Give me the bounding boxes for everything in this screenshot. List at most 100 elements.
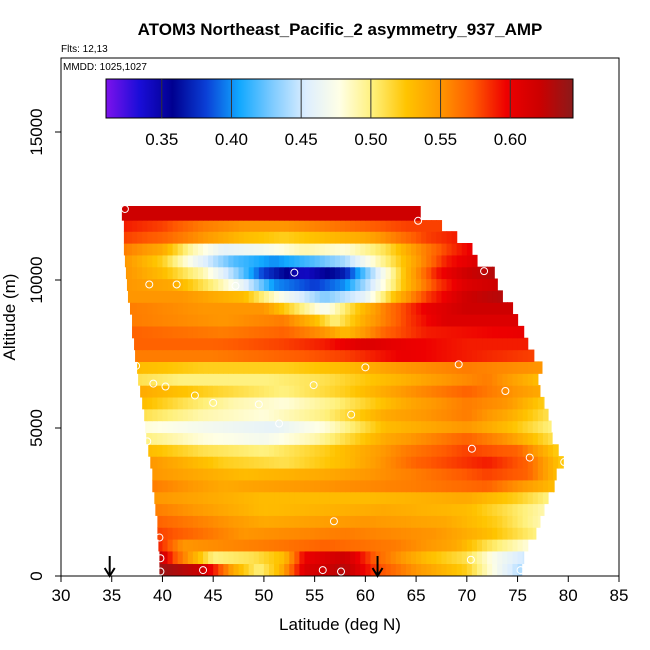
- heatmap-cell: [517, 550, 524, 565]
- heatmap-cell: [284, 278, 290, 291]
- heatmap-cell: [142, 314, 148, 327]
- heatmap-cell: [309, 302, 316, 315]
- heatmap-cell: [187, 385, 194, 398]
- sample-marker: [199, 566, 208, 575]
- heatmap-cell: [340, 563, 346, 576]
- heatmap-cell: [187, 396, 194, 410]
- heatmap-cell: [385, 290, 392, 303]
- heatmap-cell: [466, 550, 473, 565]
- heatmap-cell: [334, 373, 341, 386]
- heatmap-cell: [466, 243, 473, 256]
- heatmap-cell: [162, 243, 169, 256]
- heatmap-cell: [416, 325, 422, 339]
- heatmap-cell: [355, 385, 361, 398]
- heatmap-cell: [279, 206, 285, 221]
- heatmap-cell: [456, 479, 463, 493]
- heatmap-cell: [309, 527, 316, 540]
- heatmap-cell: [497, 408, 503, 422]
- heatmap-cell: [340, 456, 346, 469]
- x-tick-label: 40: [153, 586, 172, 605]
- heatmap-cell: [208, 515, 214, 528]
- heatmap-cell: [345, 206, 351, 221]
- heatmap-cell: [324, 515, 331, 528]
- heatmap-cell: [385, 373, 392, 386]
- heatmap-cell: [431, 420, 437, 434]
- heatmap-cell: [466, 337, 473, 351]
- heatmap-cell: [466, 479, 473, 493]
- heatmap-cell: [476, 278, 483, 291]
- heatmap-cell: [532, 349, 535, 362]
- heatmap-cell: [329, 491, 336, 505]
- heatmap-cell: [365, 420, 372, 434]
- heatmap-cell: [187, 231, 194, 244]
- heatmap-cell: [542, 467, 549, 481]
- heatmap-cell: [405, 290, 412, 303]
- heatmap-cell: [213, 527, 219, 540]
- heatmap-cell: [258, 302, 265, 315]
- heatmap-cell: [187, 456, 194, 469]
- heatmap-cell: [203, 361, 209, 374]
- heatmap-cell: [253, 325, 260, 339]
- heatmap-cell: [233, 337, 240, 351]
- heatmap-cell: [233, 479, 240, 493]
- heatmap-cell: [223, 515, 229, 528]
- heatmap-cell: [466, 385, 473, 398]
- heatmap-cell: [416, 527, 422, 540]
- heatmap-cell: [157, 220, 164, 232]
- dates-label: MMDD: 1025,1027: [63, 62, 147, 73]
- heatmap-cell: [289, 563, 295, 576]
- heatmap-cell: [471, 563, 478, 576]
- heatmap-cell: [309, 231, 316, 244]
- heatmap-cell: [192, 385, 199, 398]
- heatmap-cell: [238, 231, 245, 244]
- heatmap-cell: [340, 254, 346, 268]
- heatmap-cell: [441, 515, 448, 528]
- heatmap-cell: [416, 314, 422, 327]
- heatmap-cell: [299, 420, 306, 434]
- heatmap-cell: [223, 467, 229, 481]
- heatmap-cell: [537, 515, 541, 528]
- heatmap-cell: [167, 503, 174, 516]
- heatmap-cell: [360, 254, 366, 268]
- heatmap-cell: [487, 396, 493, 410]
- heatmap-cell: [436, 314, 443, 327]
- heatmap-cell: [187, 527, 194, 540]
- heatmap-cell: [451, 467, 458, 481]
- heatmap-cell: [228, 503, 235, 516]
- heatmap-cell: [466, 325, 473, 339]
- heatmap-cell: [385, 563, 392, 576]
- heatmap-cell: [274, 220, 280, 232]
- heatmap-cell: [253, 361, 260, 374]
- heatmap-cell: [471, 467, 478, 481]
- y-tick-label: 10000: [27, 256, 46, 303]
- heatmap-cell: [355, 420, 361, 434]
- heatmap-cell: [456, 550, 463, 565]
- heatmap-cell: [329, 206, 336, 221]
- heatmap-cell: [182, 515, 189, 528]
- heatmap-cell: [502, 539, 508, 552]
- heatmap-cell: [466, 408, 473, 422]
- heatmap-cell: [177, 444, 184, 457]
- heatmap-cell: [253, 550, 260, 565]
- heatmap-cell: [517, 527, 524, 540]
- heatmap-cell: [365, 396, 372, 410]
- heatmap-cell: [314, 467, 321, 481]
- heatmap-cell: [289, 432, 295, 445]
- heatmap-cell: [289, 361, 295, 374]
- heatmap-cell: [299, 373, 306, 386]
- heatmap-cell: [258, 349, 265, 362]
- heatmap-cell: [471, 385, 478, 398]
- heatmap-cell: [340, 220, 346, 232]
- heatmap-cell: [365, 527, 372, 540]
- heatmap-cell: [476, 467, 483, 481]
- heatmap-cell: [436, 539, 443, 552]
- heatmap-cell: [527, 396, 534, 410]
- heatmap-cell: [203, 254, 209, 268]
- heatmap-cell: [263, 325, 270, 339]
- heatmap-cell: [400, 231, 407, 244]
- heatmap-cell: [370, 254, 377, 268]
- heatmap-cell: [203, 444, 209, 457]
- heatmap-cell: [162, 314, 169, 327]
- heatmap-cell: [421, 385, 427, 398]
- heatmap-cell: [522, 503, 529, 516]
